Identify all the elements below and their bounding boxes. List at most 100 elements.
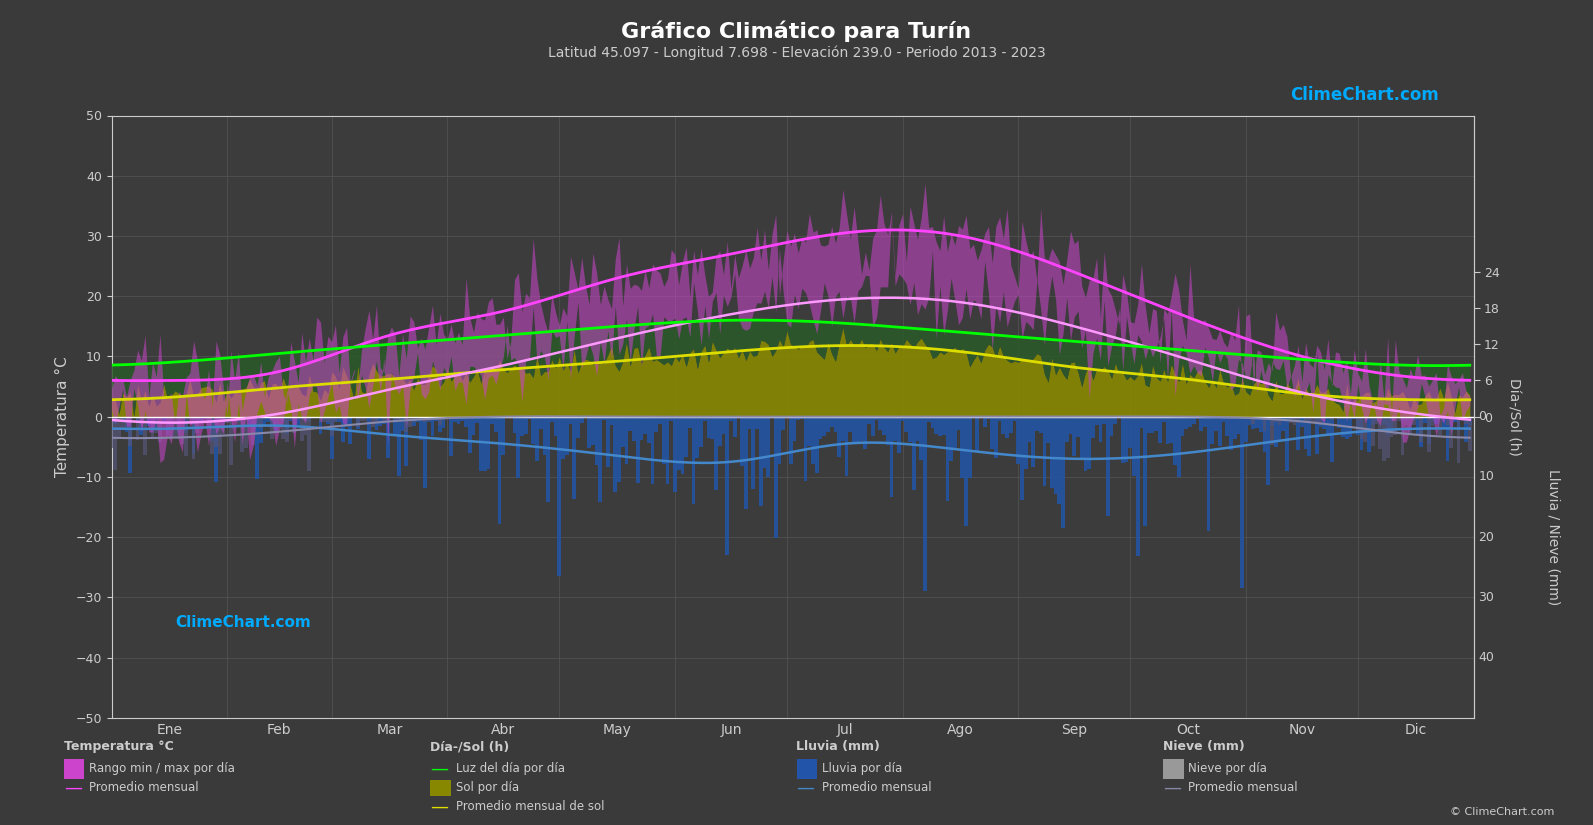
Bar — [1431, 417, 1434, 421]
Text: Lluvia por día: Lluvia por día — [822, 762, 902, 776]
Bar — [1281, 417, 1286, 431]
Bar — [113, 417, 118, 424]
Bar — [1102, 417, 1106, 423]
Bar — [304, 417, 307, 421]
Bar — [725, 417, 730, 555]
Bar — [997, 417, 1002, 421]
Bar — [1136, 417, 1139, 556]
Bar — [691, 417, 696, 504]
Bar — [819, 417, 822, 440]
Bar — [1169, 417, 1172, 443]
Bar — [1389, 417, 1394, 437]
Bar — [741, 417, 744, 466]
Bar — [147, 417, 151, 419]
Bar — [663, 417, 666, 464]
Bar — [1450, 417, 1453, 427]
Bar — [599, 417, 602, 502]
Bar — [886, 417, 889, 445]
Bar — [986, 417, 991, 419]
Bar — [1372, 417, 1375, 446]
Bar — [497, 417, 502, 525]
Bar — [688, 417, 691, 427]
Bar — [366, 417, 371, 460]
Bar — [1139, 417, 1144, 428]
Bar — [658, 417, 663, 424]
Bar — [1367, 417, 1372, 452]
Bar — [1158, 417, 1161, 443]
Bar — [1308, 417, 1311, 455]
Bar — [188, 417, 191, 424]
Bar — [229, 417, 233, 418]
Bar — [822, 417, 827, 436]
Bar — [244, 417, 249, 419]
Bar — [397, 417, 401, 420]
Bar — [304, 417, 307, 435]
Bar — [288, 417, 293, 422]
Bar — [202, 417, 207, 418]
Bar — [1292, 417, 1297, 425]
Bar — [1172, 417, 1177, 464]
Y-axis label: Día-/Sol (h): Día-/Sol (h) — [1507, 378, 1521, 455]
Bar — [166, 417, 169, 438]
Text: Promedio mensual: Promedio mensual — [89, 781, 199, 794]
Bar — [355, 417, 360, 427]
Bar — [550, 417, 554, 422]
Bar — [386, 417, 390, 421]
Bar — [210, 417, 213, 441]
Bar — [1236, 417, 1241, 434]
Bar — [140, 417, 143, 436]
Bar — [255, 417, 260, 478]
Bar — [207, 417, 210, 421]
Bar — [196, 417, 199, 433]
Bar — [405, 417, 408, 466]
Bar — [1278, 417, 1281, 425]
Bar — [1344, 417, 1349, 439]
Bar — [1184, 417, 1188, 429]
Bar — [844, 417, 849, 477]
Bar — [255, 417, 260, 427]
Bar — [274, 417, 277, 428]
Bar — [841, 417, 844, 441]
Bar — [1042, 417, 1047, 487]
Bar — [266, 417, 271, 422]
Bar — [338, 417, 341, 422]
Bar — [202, 417, 207, 418]
Bar — [457, 417, 460, 424]
Bar — [374, 417, 378, 423]
Bar — [1008, 417, 1013, 433]
Bar — [1247, 417, 1252, 425]
Bar — [543, 417, 546, 455]
Bar — [1286, 417, 1289, 471]
Bar — [427, 417, 430, 421]
Bar — [1375, 417, 1378, 421]
Bar — [452, 417, 457, 422]
Bar — [718, 417, 722, 446]
Bar — [483, 417, 486, 471]
Text: Lluvia (mm): Lluvia (mm) — [796, 740, 881, 753]
Bar — [1144, 417, 1147, 526]
Bar — [602, 417, 605, 420]
Bar — [330, 417, 333, 436]
Bar — [1058, 417, 1061, 504]
Bar — [143, 417, 147, 419]
Bar — [588, 417, 591, 448]
Bar — [1114, 417, 1117, 424]
Bar — [1005, 417, 1008, 438]
Bar — [1255, 417, 1258, 418]
Bar — [162, 417, 166, 418]
Bar — [1434, 417, 1438, 424]
Bar — [393, 417, 397, 436]
Bar — [1270, 417, 1274, 446]
Bar — [1453, 417, 1456, 422]
Bar — [1161, 417, 1166, 422]
Bar — [416, 417, 419, 420]
Bar — [707, 417, 710, 438]
Text: Día-/Sol (h): Día-/Sol (h) — [430, 740, 510, 753]
Bar — [558, 417, 561, 576]
Bar — [674, 417, 677, 493]
Bar — [1427, 417, 1431, 452]
Bar — [307, 417, 311, 421]
Bar — [472, 417, 475, 436]
Bar — [1405, 417, 1408, 425]
Bar — [1303, 417, 1308, 450]
